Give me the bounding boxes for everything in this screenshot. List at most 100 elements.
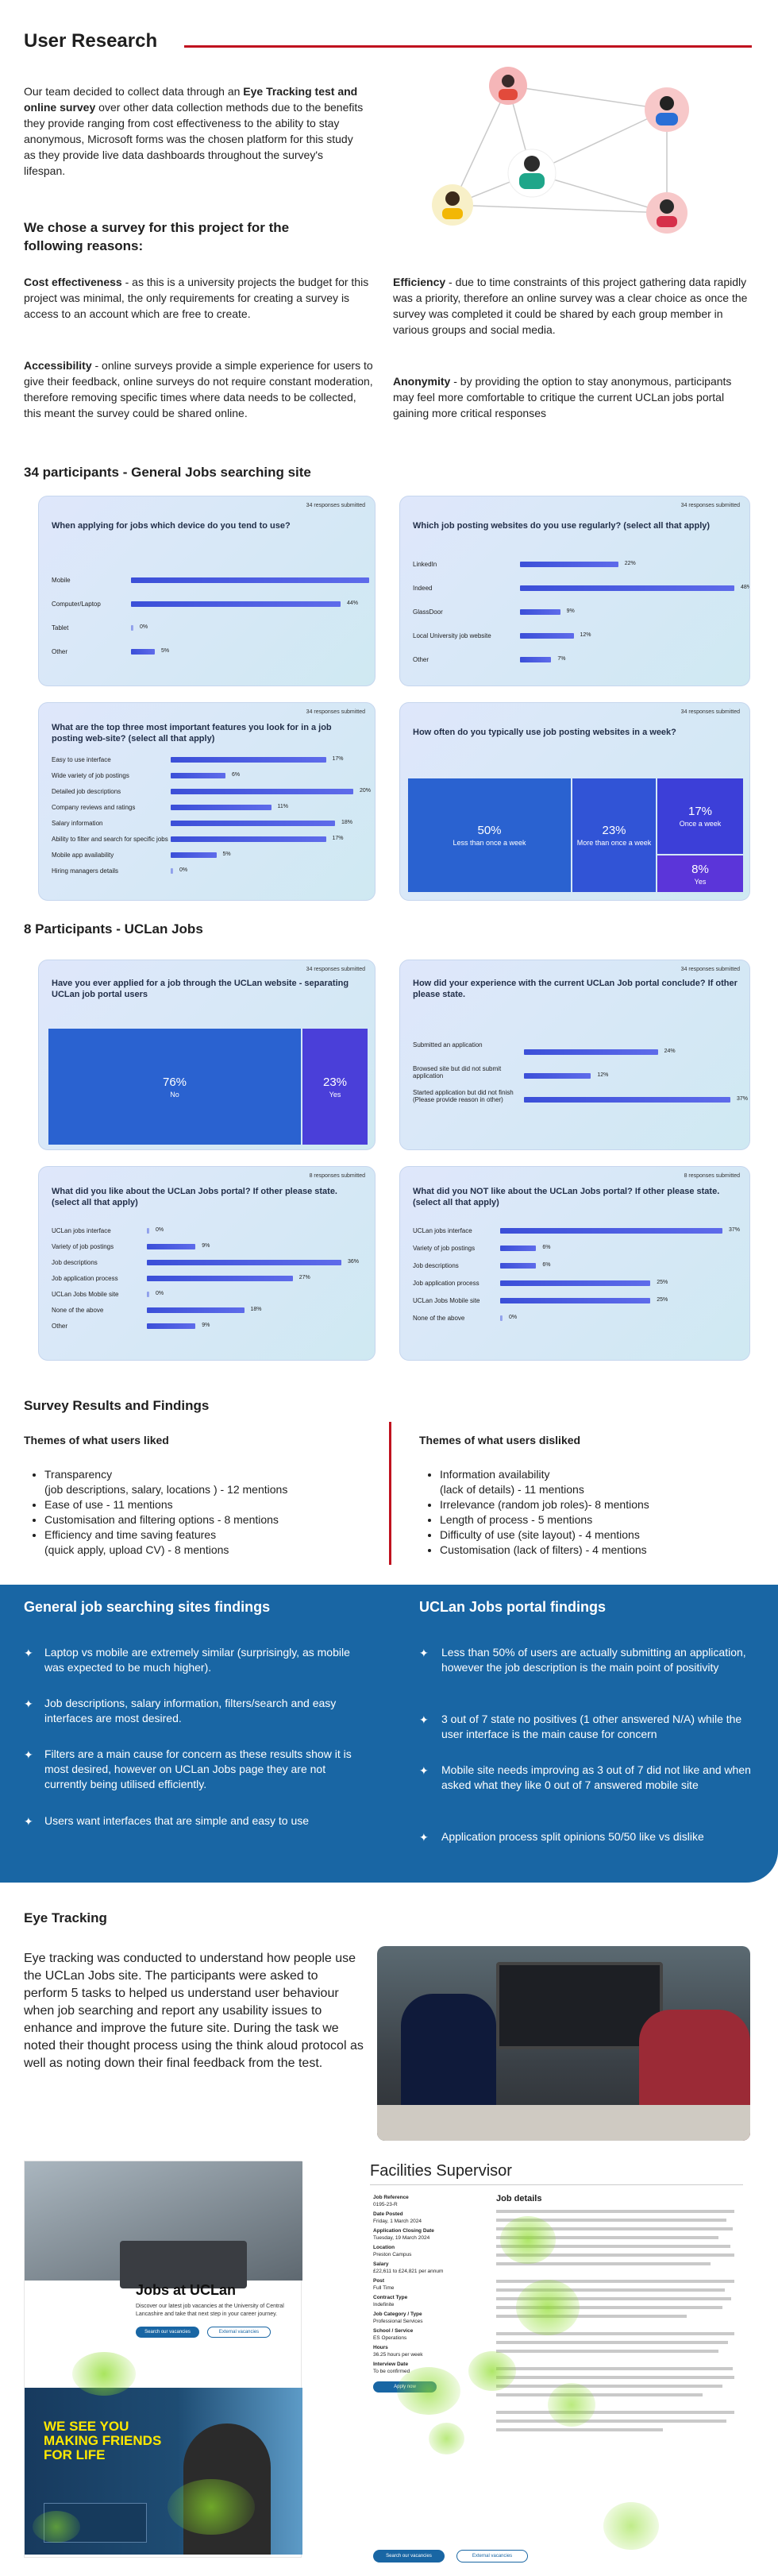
bar [147, 1292, 149, 1297]
meta-label: Interview Date [373, 2362, 409, 2367]
bar-value: 17% [332, 836, 344, 841]
treemap-tile: 76% No [48, 1029, 301, 1145]
heatmap-spot [500, 2216, 556, 2264]
external-vacancies-button[interactable]: External vacancies [456, 2550, 528, 2562]
uclan-finding-4: Application process split opinions 50/50… [441, 1830, 704, 1843]
bar-row: Job descriptions 36% [52, 1258, 362, 1268]
sites-chart-card: 34 responses submitted Which job posting… [399, 496, 750, 686]
heatmap-spot [429, 2423, 464, 2454]
list-item: Customisation and filtering options - 8 … [44, 1512, 379, 1527]
treemap-tile: 23% Yes [302, 1029, 368, 1145]
meta-value: Preston Campus [373, 2252, 412, 2257]
bar-row: Detailed job descriptions 20% [52, 787, 371, 797]
experience-chart-card: 34 responses submitted How did your expe… [399, 960, 750, 1150]
response-count: 34 responses submitted [680, 503, 740, 508]
bar-row: None of the above 0% [413, 1314, 737, 1323]
bar-value: 9% [202, 1243, 210, 1249]
bar-value: 0% [156, 1227, 164, 1233]
text-line [496, 2393, 703, 2396]
sparkle-icon: ✦ [24, 1748, 33, 1761]
general-finding-2: Job descriptions, salary information, fi… [44, 1697, 337, 1724]
bar [171, 836, 326, 842]
response-count: 34 responses submitted [680, 709, 740, 715]
bar [171, 773, 225, 778]
uclan-jobs-screenshot: Jobs at UCLan Discover our latest job va… [24, 2161, 302, 2558]
bar-row: Browsed site but did not submit applicat… [413, 1065, 737, 1081]
bar-value: 48% [741, 585, 749, 590]
bar-value: 44% [347, 601, 359, 606]
list-item: Length of process - 5 mentions [440, 1512, 759, 1527]
bar-value: 37% [729, 1227, 741, 1233]
bar [131, 625, 133, 631]
bar-label: Mobile [52, 577, 71, 584]
liked-chart-card: 8 responses submitted What did you like … [38, 1166, 376, 1361]
text-line [496, 2350, 718, 2353]
meta-label: Post [373, 2278, 385, 2284]
job-meta-list: Job Reference 0195-23-R Date Posted Friday,… [373, 2194, 484, 2377]
bar-value: 6% [542, 1262, 551, 1268]
bar-row: Job descriptions 6% [413, 1261, 737, 1271]
text-line [496, 2315, 687, 2318]
bar-row: Local University job website 12% [413, 631, 737, 641]
sparkle-icon: ✦ [24, 1815, 33, 1828]
bar [500, 1263, 537, 1269]
bar-value: 0% [156, 1291, 164, 1296]
bar-label: Browsed site but did not submit applicat… [413, 1065, 502, 1079]
bar-value: 27% [298, 1275, 310, 1280]
heatmap-spot [603, 2502, 659, 2550]
bar-row: Hiring managers details 0% [52, 867, 362, 876]
disliked-chart-card: 8 responses submitted What did you NOT l… [399, 1166, 750, 1361]
general-finding-3: Filters are a main cause for concern as … [44, 1748, 352, 1790]
person-avatar-4 [432, 184, 473, 226]
meta-value: To be confirmed [373, 2369, 410, 2374]
eye-tracking-text: Eye tracking was conducted to understand… [24, 1952, 364, 2070]
bar-value: 0% [140, 624, 148, 630]
results-title: Survey Results and Findings [24, 1398, 210, 1413]
heatmap-spot [548, 2383, 595, 2427]
meta-value: Full Time [373, 2285, 395, 2291]
text-line [496, 2262, 711, 2265]
meta-label: Contract Type [373, 2295, 408, 2300]
heatmap-spot [72, 2352, 136, 2396]
bar-row: Other 9% [52, 1322, 362, 1331]
bar-label: Wide variety of job postings [52, 772, 129, 779]
text-line [496, 2236, 718, 2239]
heatmap-spot [168, 2479, 255, 2535]
heatmap-spot [468, 2351, 516, 2391]
desk [377, 2105, 750, 2141]
response-count: 34 responses submitted [306, 967, 365, 972]
divider [370, 2184, 743, 2185]
bar-value: 20% [360, 788, 372, 794]
bar-value: 24% [664, 1049, 676, 1054]
bar-label: Variety of job postings [413, 1245, 476, 1252]
bar-label: Started application but did not finish (… [413, 1089, 514, 1103]
meta-value: £22,611 to £24,821 per annum [373, 2269, 444, 2274]
search-vacancies-button[interactable]: Search our vacancies [373, 2550, 445, 2562]
bar-label: UCLan Jobs Mobile site [52, 1291, 119, 1298]
meta-label: School / Service [373, 2328, 414, 2334]
monitor [496, 1962, 663, 2049]
text-line [496, 2385, 722, 2388]
meta-label: Application Closing Date [373, 2228, 434, 2234]
bar-label: None of the above [52, 1307, 104, 1314]
bar [524, 1097, 730, 1103]
bar-row: Job application process 25% [413, 1279, 737, 1288]
bar [131, 601, 341, 607]
bar-label: UCLan Jobs Mobile site [413, 1297, 480, 1304]
person-avatar-1 [489, 67, 527, 105]
meta-value: 0195-23-R [373, 2202, 398, 2207]
bar [500, 1298, 651, 1303]
response-count: 34 responses submitted [680, 967, 740, 972]
general-section-title: 34 participants - General Jobs searching… [24, 465, 311, 480]
external-vacancies-button[interactable]: External vacancies [207, 2327, 271, 2338]
bar-row: UCLan jobs interface 37% [413, 1226, 741, 1236]
general-finding-1: Laptop vs mobile are extremely similar (… [44, 1646, 350, 1674]
chart-question: Which job posting websites do you use re… [413, 521, 711, 531]
bar-value: 5% [161, 648, 170, 654]
meta-value: ES Operations [373, 2335, 407, 2341]
text-line [496, 2245, 730, 2248]
chart-question: What did you like about the UCLan Jobs p… [52, 1187, 337, 1207]
list-item: Information availability (lack of detail… [440, 1467, 759, 1497]
bar-value: 18% [341, 820, 353, 825]
search-vacancies-button[interactable]: Search our vacancies [136, 2327, 199, 2338]
